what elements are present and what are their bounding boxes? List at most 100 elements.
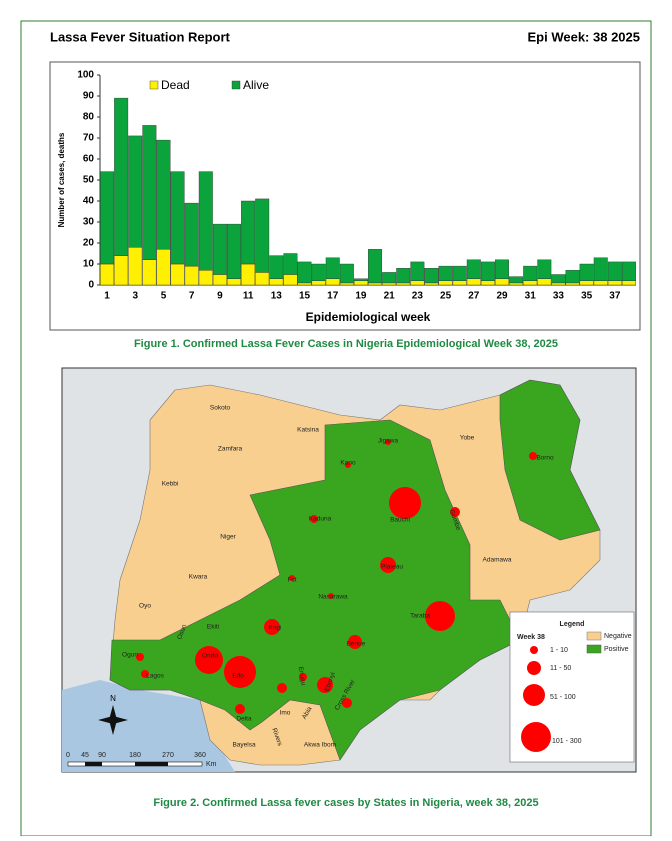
x-tick-label: 21: [384, 291, 396, 302]
bubble: [195, 646, 223, 674]
state-label: Bauchi: [390, 517, 410, 524]
bar-segment: [551, 274, 566, 284]
x-tick-label: 35: [581, 291, 593, 302]
bar-segment: [593, 257, 608, 282]
bubble: [345, 462, 351, 468]
bubble: [450, 507, 460, 517]
y-tick-label: 90: [83, 91, 95, 102]
legend-swatch: [231, 80, 241, 90]
map: Sokoto Zamfara Katsina Jigawa Yobe Borno…: [61, 367, 637, 773]
bar-segment: [241, 200, 256, 265]
y-tick-label: 70: [83, 133, 95, 144]
legend-title: Legend: [560, 621, 585, 628]
bar-segment: [410, 280, 425, 286]
bar-segment: [621, 261, 636, 281]
state-label: Edo: [232, 673, 244, 680]
bubble: [264, 619, 280, 635]
map-legend: Legend Week 38 Negative Positive 1 - 10 …: [509, 611, 635, 763]
north-label: N: [110, 694, 116, 703]
bubble: [136, 653, 144, 661]
y-tick-label: 10: [83, 259, 95, 270]
x-tick-label: 13: [271, 291, 283, 302]
x-tick-label: 5: [161, 291, 167, 302]
bar-segment: [114, 255, 129, 286]
x-tick-label: 23: [412, 291, 424, 302]
bar-segment: [198, 171, 213, 271]
figure-caption: Figure 2. Confirmed Lassa fever cases by…: [153, 797, 538, 809]
bubble: [277, 683, 287, 693]
bar-segment: [142, 125, 157, 260]
y-axis-label: Number of cases, deaths: [57, 132, 66, 227]
state-label: Benue: [347, 641, 366, 648]
state-label: Enugu: [297, 666, 307, 686]
x-tick-label: 31: [525, 291, 537, 302]
bar-segment: [255, 198, 270, 273]
ocean: [62, 680, 235, 772]
bar-segment: [339, 263, 354, 284]
bubble: [141, 670, 149, 678]
x-tick-label: 7: [189, 291, 195, 302]
bar-segment: [579, 280, 594, 286]
bar-segment: [142, 259, 157, 286]
bar-segment: [339, 282, 354, 286]
bar-segment: [396, 282, 411, 286]
bar-segment: [241, 263, 256, 286]
x-tick-label: 11: [243, 291, 254, 302]
bar-segment: [382, 272, 397, 284]
state-label: Fct: [287, 577, 296, 584]
bubble: [310, 515, 318, 523]
scale-label: 0: [66, 752, 70, 759]
scale-bar: 0 45 90 180 270 360 Km: [66, 752, 217, 768]
bubble: [348, 635, 362, 649]
x-tick-label: 27: [468, 291, 480, 302]
state-label: Adamawa: [483, 557, 512, 564]
scale-label: 45: [81, 752, 89, 759]
bar-segment: [100, 171, 115, 265]
bar-segment: [466, 278, 481, 286]
bar-segment: [198, 270, 213, 286]
chart-frame: [49, 61, 641, 331]
bar-segment: [283, 253, 298, 275]
bar-segment: [297, 261, 312, 284]
bar-segment: [523, 265, 538, 282]
legend-label: Positive: [604, 646, 629, 653]
bar-segment: [100, 263, 115, 286]
state-label: Bayelsa: [232, 742, 256, 749]
y-tick-label: 20: [83, 238, 95, 249]
y-tick-label: 40: [83, 196, 95, 207]
scale-label: 360: [194, 752, 206, 759]
y-tick-label: 80: [83, 112, 95, 123]
bar-segment: [325, 278, 340, 286]
epi-week: Epi Week: 38 2025: [528, 29, 641, 44]
bubble: [342, 698, 352, 708]
bar-segment: [565, 270, 580, 284]
state-label: Borno: [536, 455, 554, 462]
bar-segment: [452, 265, 467, 282]
state-label: Imo: [280, 710, 291, 717]
legend-swatch: [149, 80, 159, 90]
x-tick-label: 19: [355, 291, 367, 302]
scale-label: 180: [129, 752, 141, 759]
state-label: Ondo: [202, 653, 218, 660]
bar-segment: [452, 280, 467, 286]
bar-segment: [509, 282, 524, 286]
bar-segment: [607, 280, 622, 286]
bar-segment: [438, 265, 453, 282]
state-label: Delta: [236, 716, 252, 723]
legend-label: Dead: [161, 78, 190, 92]
state-label: Katsina: [297, 427, 319, 434]
state-label: Oyo: [139, 603, 151, 610]
bar-segment: [283, 274, 298, 286]
bar-segment: [269, 255, 284, 279]
bar-segment: [607, 261, 622, 281]
bubble: [385, 439, 391, 445]
bar-segment: [509, 276, 524, 284]
scale-label: 90: [98, 752, 106, 759]
bar-segment: [495, 278, 509, 286]
y-tick-label: 0: [88, 280, 94, 291]
bubble: [289, 575, 295, 581]
bubble: [389, 487, 421, 519]
bar-segment: [227, 223, 241, 279]
legend-label: 51 - 100: [550, 694, 576, 701]
